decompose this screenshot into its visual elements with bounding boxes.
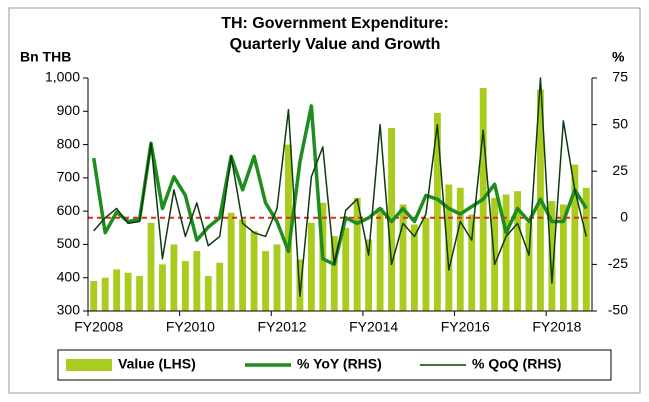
bar [227, 212, 235, 311]
x-tick-label: FY2012 [257, 319, 306, 335]
y-tick-label: 400 [57, 268, 81, 284]
bar [582, 187, 590, 311]
bar [525, 222, 533, 311]
bar [147, 222, 155, 311]
y2-tick-label: 75 [612, 69, 628, 85]
bar [468, 214, 476, 311]
bar [170, 244, 178, 311]
legend-label: % YoY (RHS) [297, 356, 382, 372]
y-tick-label: 900 [57, 102, 81, 118]
legend-box [57, 349, 612, 381]
y2-tick-label: -50 [608, 302, 628, 318]
bar [399, 204, 407, 311]
bar [90, 281, 98, 311]
bar [307, 222, 315, 311]
bar [262, 251, 269, 311]
y-tick-label: 300 [57, 302, 81, 318]
y-tick-label: 500 [57, 235, 81, 251]
y2-tick-label: -25 [608, 255, 628, 271]
bar [411, 224, 418, 311]
bar [433, 112, 441, 311]
bar [159, 264, 166, 311]
bar [204, 276, 212, 311]
bar [330, 236, 338, 311]
chart-subtitle: Quarterly Value and Growth [230, 36, 441, 53]
bar [422, 217, 430, 311]
bar [445, 184, 453, 311]
bar [113, 269, 121, 311]
bar [559, 204, 567, 311]
bar [285, 144, 292, 311]
bar [353, 197, 361, 311]
bar [502, 194, 510, 311]
chart-border [8, 7, 641, 394]
legend-label: Value (LHS) [118, 356, 196, 372]
line-series [91, 104, 588, 267]
x-tick-label: FY2014 [349, 319, 398, 335]
bar [239, 219, 247, 311]
bar [571, 164, 579, 311]
bar [273, 244, 281, 311]
bar [365, 239, 373, 311]
bar [181, 261, 189, 311]
bar [250, 231, 258, 311]
legend-swatch [66, 359, 112, 371]
bar [216, 262, 224, 311]
line-series [93, 77, 588, 297]
bar [514, 191, 521, 311]
bar [376, 207, 384, 311]
y2-axis-label: % [612, 49, 625, 65]
y-tick-label: 700 [57, 169, 81, 185]
bar [548, 201, 556, 311]
bar [342, 227, 350, 311]
x-tick-label: FY2016 [441, 319, 490, 335]
y2-tick-label: 25 [612, 162, 628, 178]
y-tick-label: 600 [57, 202, 81, 218]
x-tick-label: FY2018 [532, 319, 581, 335]
bar [491, 197, 499, 311]
y-axis-label: Bn THB [20, 49, 71, 65]
bar [124, 272, 132, 311]
y2-tick-label: 50 [612, 115, 628, 131]
bar [136, 276, 143, 311]
chart-title: TH: Government Expenditure: [221, 15, 449, 32]
y-tick-label: 1,000 [45, 69, 80, 85]
y2-tick-label: 0 [620, 209, 628, 225]
x-tick-label: FY2008 [74, 319, 123, 335]
bar [193, 251, 201, 311]
bar [456, 187, 464, 311]
y-tick-label: 800 [57, 135, 81, 151]
bar [101, 277, 109, 311]
x-tick-label: FY2010 [166, 319, 215, 335]
legend-label: % QoQ (RHS) [472, 356, 561, 372]
